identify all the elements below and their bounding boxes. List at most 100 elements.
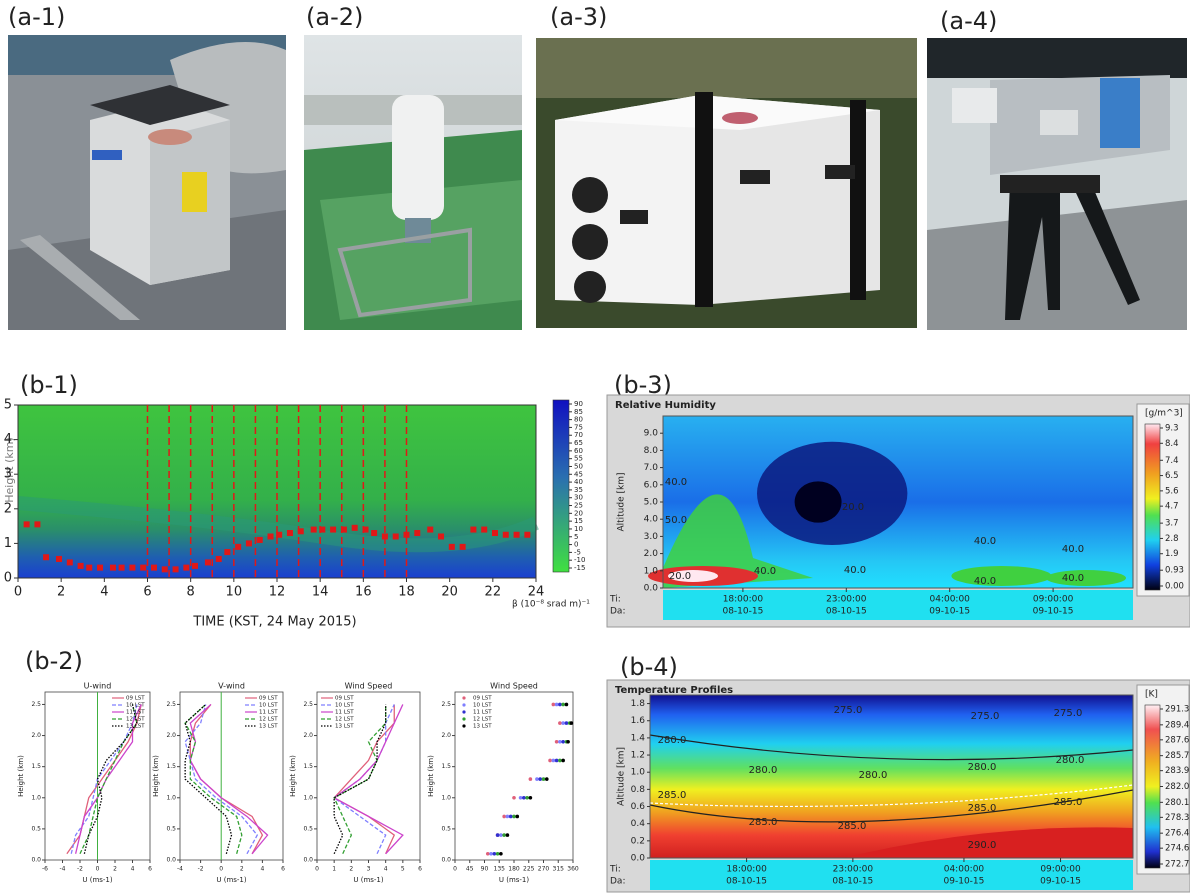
colorbar-tick-label: 10 — [574, 525, 583, 533]
profile-point — [554, 739, 559, 744]
x-tick-label: 135 — [494, 866, 506, 873]
row-label: Ti: — [609, 595, 621, 605]
row-label: Da: — [610, 877, 625, 887]
legend-marker — [462, 724, 466, 728]
photo-a2 — [304, 35, 522, 330]
y-tick-label: 0.0 — [31, 857, 41, 864]
x-axis-label: U (ms-1) — [82, 876, 113, 884]
y-tick-label: 1.0 — [303, 794, 313, 801]
y-tick-label: 2.5 — [441, 701, 451, 708]
colorbar-tick-label: 291.3 — [1165, 705, 1189, 715]
photo-a3 — [536, 38, 917, 328]
contour-label: 285.0 — [1054, 797, 1083, 808]
colorbar-tick-label: 50 — [574, 462, 583, 470]
y-tick-label: 0.0 — [441, 857, 451, 864]
y-tick-label: 0.0 — [303, 857, 313, 864]
y-tick-label: 4 — [4, 432, 12, 447]
y-axis-label: Height (km) — [427, 755, 435, 797]
colorbar-tick-label: 274.6 — [1165, 844, 1189, 854]
mixing-height-point — [204, 559, 211, 566]
contour-label: 20.0 — [842, 502, 864, 513]
legend-label: 10 LST — [126, 703, 145, 709]
x-tick-label: 20 — [441, 585, 458, 600]
colorbar-tick-label: 7.4 — [1165, 456, 1179, 466]
profile-line — [83, 704, 138, 854]
y-tick-label: 4.0 — [644, 515, 659, 525]
profile-point — [558, 739, 562, 744]
chart-title: Temperature Profiles — [615, 685, 733, 696]
x-tick-label: 12 — [269, 585, 286, 600]
colorbar-tick-label: 287.6 — [1165, 735, 1189, 745]
panel-label: (b-2) — [25, 647, 83, 675]
profile-point — [505, 833, 510, 837]
dry-core — [794, 481, 842, 523]
x-tick-label: 4 — [260, 866, 264, 873]
contour-label: 280.0 — [968, 762, 997, 773]
profile-point — [569, 721, 574, 725]
panel-label: (a-1) — [8, 3, 65, 31]
plot-frame — [649, 694, 1134, 859]
mixing-height-point — [183, 564, 190, 571]
x-tick-label: 180 — [508, 866, 520, 873]
y-axis-label: Height (km) — [3, 437, 16, 503]
mixing-height-point — [286, 530, 293, 537]
colorbar-tick-label: 65 — [574, 439, 583, 447]
mixing-height-point — [97, 564, 104, 571]
legend-label: 11 LST — [259, 710, 278, 716]
legend-label: 09 LST — [259, 696, 278, 702]
legend-label: 10 LST — [259, 703, 278, 709]
chart-title: U-wind — [84, 682, 112, 691]
x-date-label: 09-10-15 — [1033, 607, 1074, 617]
profile-point — [551, 758, 556, 763]
x-tick-label: -4 — [177, 866, 183, 873]
mixing-height-point — [129, 564, 136, 571]
legend-label: 12 LST — [473, 717, 492, 723]
x-axis-label: U (ms-1) — [499, 876, 530, 884]
mixing-height-point — [392, 533, 399, 540]
profile-point — [561, 739, 565, 744]
y-tick-label: 0.0 — [644, 584, 659, 594]
colorbar-tick-label: 85 — [574, 408, 583, 416]
profile-line — [189, 703, 269, 855]
colorbar-tick-label: -5 — [574, 548, 581, 556]
contour-label: 275.0 — [834, 705, 863, 716]
mixing-height-point — [403, 531, 410, 538]
y-tick-label: 1.5 — [441, 763, 451, 770]
x-date-label: 09-10-15 — [944, 877, 985, 887]
legend-label: 09 LST — [335, 696, 354, 702]
x-tick-label: 45 — [466, 866, 474, 873]
chart-title: Wind Speed — [345, 682, 393, 691]
moist-layer — [951, 566, 1052, 586]
contour-label: 280.0 — [1056, 755, 1085, 766]
profile-point — [525, 795, 529, 800]
x-tick-label: 23:00:00 — [826, 595, 867, 605]
mixing-height-point — [448, 543, 455, 550]
mixing-height-point — [191, 562, 198, 569]
x-tick-label: 0 — [14, 585, 22, 600]
y-tick-label: 1.0 — [31, 794, 41, 801]
x-tick-label: -6 — [42, 866, 48, 873]
profile-point — [518, 795, 523, 800]
colorbar-tick-label: 20 — [574, 509, 583, 517]
contour-label: 285.0 — [838, 821, 867, 832]
chart-title: Relative Humidity — [615, 400, 716, 411]
y-axis-label: Height (km) — [17, 755, 25, 797]
mixing-height-point — [481, 526, 488, 533]
colorbar-tick-label: 9.3 — [1165, 424, 1179, 434]
colorbar-tick-label: 278.3 — [1165, 813, 1189, 823]
x-date-label: 08-10-15 — [722, 607, 763, 617]
mixing-height-point — [256, 536, 263, 543]
colorbar-label: β (10⁻⁸ srad m)⁻¹ — [512, 600, 590, 610]
colorbar-tick-label: 25 — [574, 502, 583, 510]
mixing-height-point — [524, 531, 531, 538]
profile-point — [495, 851, 500, 856]
legend-label: 13 LST — [126, 724, 145, 730]
x-tick-label: 18:00:00 — [726, 865, 767, 875]
y-tick-label: 9.0 — [644, 429, 659, 439]
colorbar-tick-label: 5 — [574, 533, 578, 541]
panel-label: (b-4) — [620, 653, 678, 681]
x-date-label: 09-10-15 — [1040, 877, 1081, 887]
y-axis-label: Height (km) — [152, 755, 160, 797]
y-tick-label: 0.0 — [631, 854, 646, 864]
mixing-height-point — [215, 555, 222, 562]
